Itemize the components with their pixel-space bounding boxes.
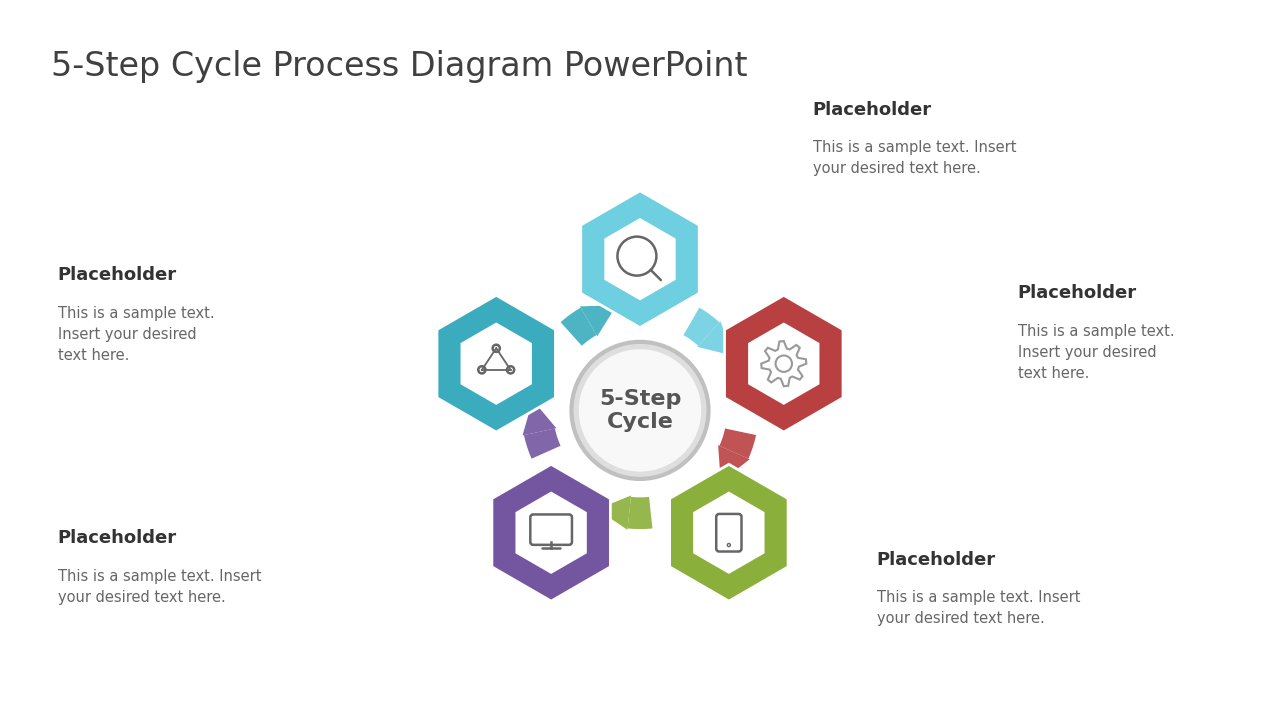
- Polygon shape: [460, 321, 532, 406]
- Polygon shape: [724, 295, 844, 432]
- Text: 5-Step
Cycle: 5-Step Cycle: [599, 389, 681, 432]
- Polygon shape: [581, 191, 699, 328]
- Polygon shape: [515, 490, 588, 575]
- Polygon shape: [492, 464, 611, 601]
- Polygon shape: [669, 464, 788, 601]
- Text: Placeholder: Placeholder: [58, 529, 177, 547]
- Polygon shape: [596, 495, 631, 530]
- Text: This is a sample text.
Insert your desired
text here.: This is a sample text. Insert your desir…: [58, 306, 214, 363]
- Polygon shape: [524, 428, 561, 459]
- Text: This is a sample text.
Insert your desired
text here.: This is a sample text. Insert your desir…: [1018, 324, 1174, 381]
- Polygon shape: [698, 321, 733, 356]
- Text: This is a sample text. Insert
your desired text here.: This is a sample text. Insert your desir…: [813, 140, 1016, 176]
- Polygon shape: [684, 307, 719, 346]
- Circle shape: [579, 349, 701, 472]
- Polygon shape: [748, 321, 820, 406]
- Text: This is a sample text. Insert
your desired text here.: This is a sample text. Insert your desir…: [877, 590, 1080, 626]
- Polygon shape: [561, 307, 596, 346]
- Text: Placeholder: Placeholder: [813, 101, 932, 119]
- Text: Placeholder: Placeholder: [1018, 284, 1137, 302]
- Circle shape: [571, 342, 709, 479]
- Text: 5-Step Cycle Process Diagram PowerPoint: 5-Step Cycle Process Diagram PowerPoint: [51, 50, 748, 84]
- Polygon shape: [692, 490, 765, 575]
- Polygon shape: [580, 305, 617, 336]
- Polygon shape: [522, 400, 557, 436]
- Polygon shape: [436, 295, 556, 432]
- Polygon shape: [627, 497, 653, 529]
- Polygon shape: [718, 445, 750, 482]
- Text: Placeholder: Placeholder: [877, 551, 996, 569]
- Text: This is a sample text. Insert
your desired text here.: This is a sample text. Insert your desir…: [58, 569, 261, 605]
- Polygon shape: [603, 217, 677, 302]
- Text: Placeholder: Placeholder: [58, 266, 177, 284]
- Polygon shape: [719, 428, 756, 459]
